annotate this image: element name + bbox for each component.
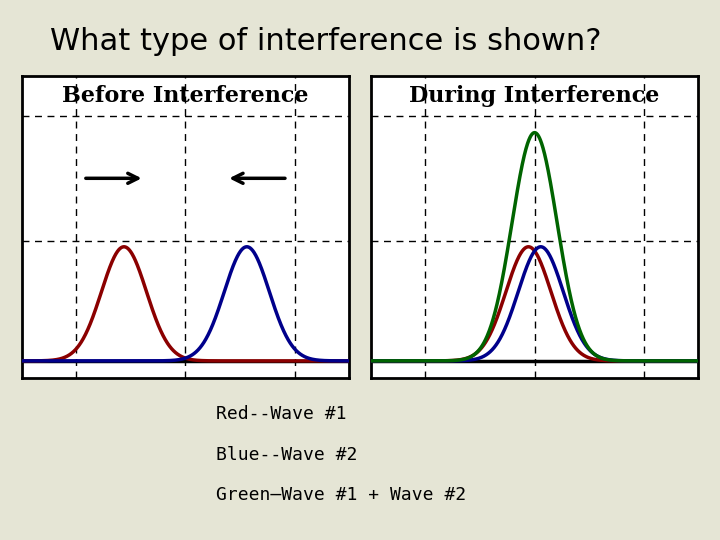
Text: Green—Wave #1 + Wave #2: Green—Wave #1 + Wave #2 [216, 486, 466, 504]
Text: What type of interference is shown?: What type of interference is shown? [50, 27, 602, 56]
Text: Before Interference: Before Interference [62, 85, 309, 107]
Text: During Interference: During Interference [410, 85, 660, 107]
Text: Red--Wave #1: Red--Wave #1 [216, 405, 346, 423]
Text: Blue--Wave #2: Blue--Wave #2 [216, 446, 357, 463]
